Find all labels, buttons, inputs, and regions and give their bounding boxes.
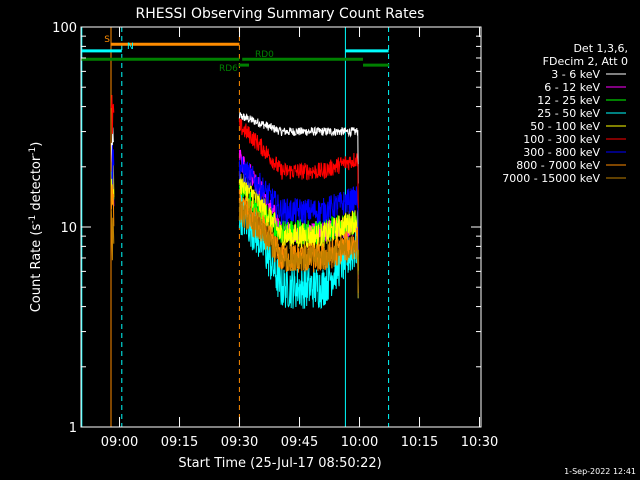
legend-header-det: Det 1,3,6,	[573, 42, 628, 55]
series-line-6	[111, 145, 359, 250]
x-tick-label-3: 09:45	[281, 435, 318, 450]
legend-label-3: 25 - 50 keV	[537, 107, 600, 120]
x-tick-label-2: 09:30	[221, 435, 258, 450]
x-tick-label-6: 10:30	[461, 435, 498, 450]
legend-label-2: 12 - 25 keV	[537, 94, 600, 107]
y-axis-label-main: Count Rate (s	[29, 224, 44, 313]
legend-label-0: 3 - 6 keV	[551, 68, 600, 81]
x-tick-label-0: 09:00	[101, 435, 138, 450]
y-tick-label-0: 1	[69, 421, 77, 436]
x-axis-label: Start Time (25-Jul-17 08:50:22)	[178, 456, 381, 471]
legend-label-6: 300 - 800 keV	[523, 146, 600, 159]
legend-label-7: 800 - 7000 keV	[516, 159, 600, 172]
y-axis-label-sup1: -1	[28, 215, 38, 224]
legend-label-8: 7000 - 15000 keV	[502, 172, 600, 185]
footer-timestamp: 1-Sep-2022 12:41	[564, 467, 636, 476]
legend-label-1: 6 - 12 keV	[544, 81, 600, 94]
state-bar-label-rd6: RD6	[219, 64, 238, 74]
x-tick-label-4: 10:00	[341, 435, 378, 450]
x-tick-label-5: 10:15	[401, 435, 438, 450]
legend-label-4: 50 - 100 keV	[530, 120, 600, 133]
x-tick-label-1: 09:15	[161, 435, 198, 450]
state-bar-label-rd0: RD0	[255, 50, 274, 60]
state-bar-label-n: N	[127, 42, 134, 52]
series-line-7	[110, 184, 359, 294]
axes: 1 10 100 09:00 09:15 09:30 09:45 10:00 10:15 10:3…	[52, 21, 498, 450]
y-tick-label-2: 100	[52, 21, 77, 36]
y-axis-label: Count Rate (s-1 detector-1)	[28, 142, 44, 313]
series-line-8	[110, 200, 359, 299]
series-line-5	[110, 94, 359, 211]
y-axis-label-mid: detector	[29, 155, 44, 215]
state-bar-label-s: S	[104, 35, 110, 45]
chart-title: RHESSI Observing Summary Count Rates	[136, 6, 425, 22]
legend-label-5: 100 - 300 keV	[523, 133, 600, 146]
plot-area: S N RD0 RD6	[81, 27, 390, 427]
y-axis-label-sup2: -1	[28, 147, 38, 156]
legend-header-fdecim: FDecim 2, Att 0	[543, 55, 628, 68]
y-axis-label-end: )	[29, 142, 44, 147]
y-tick-label-1: 10	[60, 221, 77, 236]
